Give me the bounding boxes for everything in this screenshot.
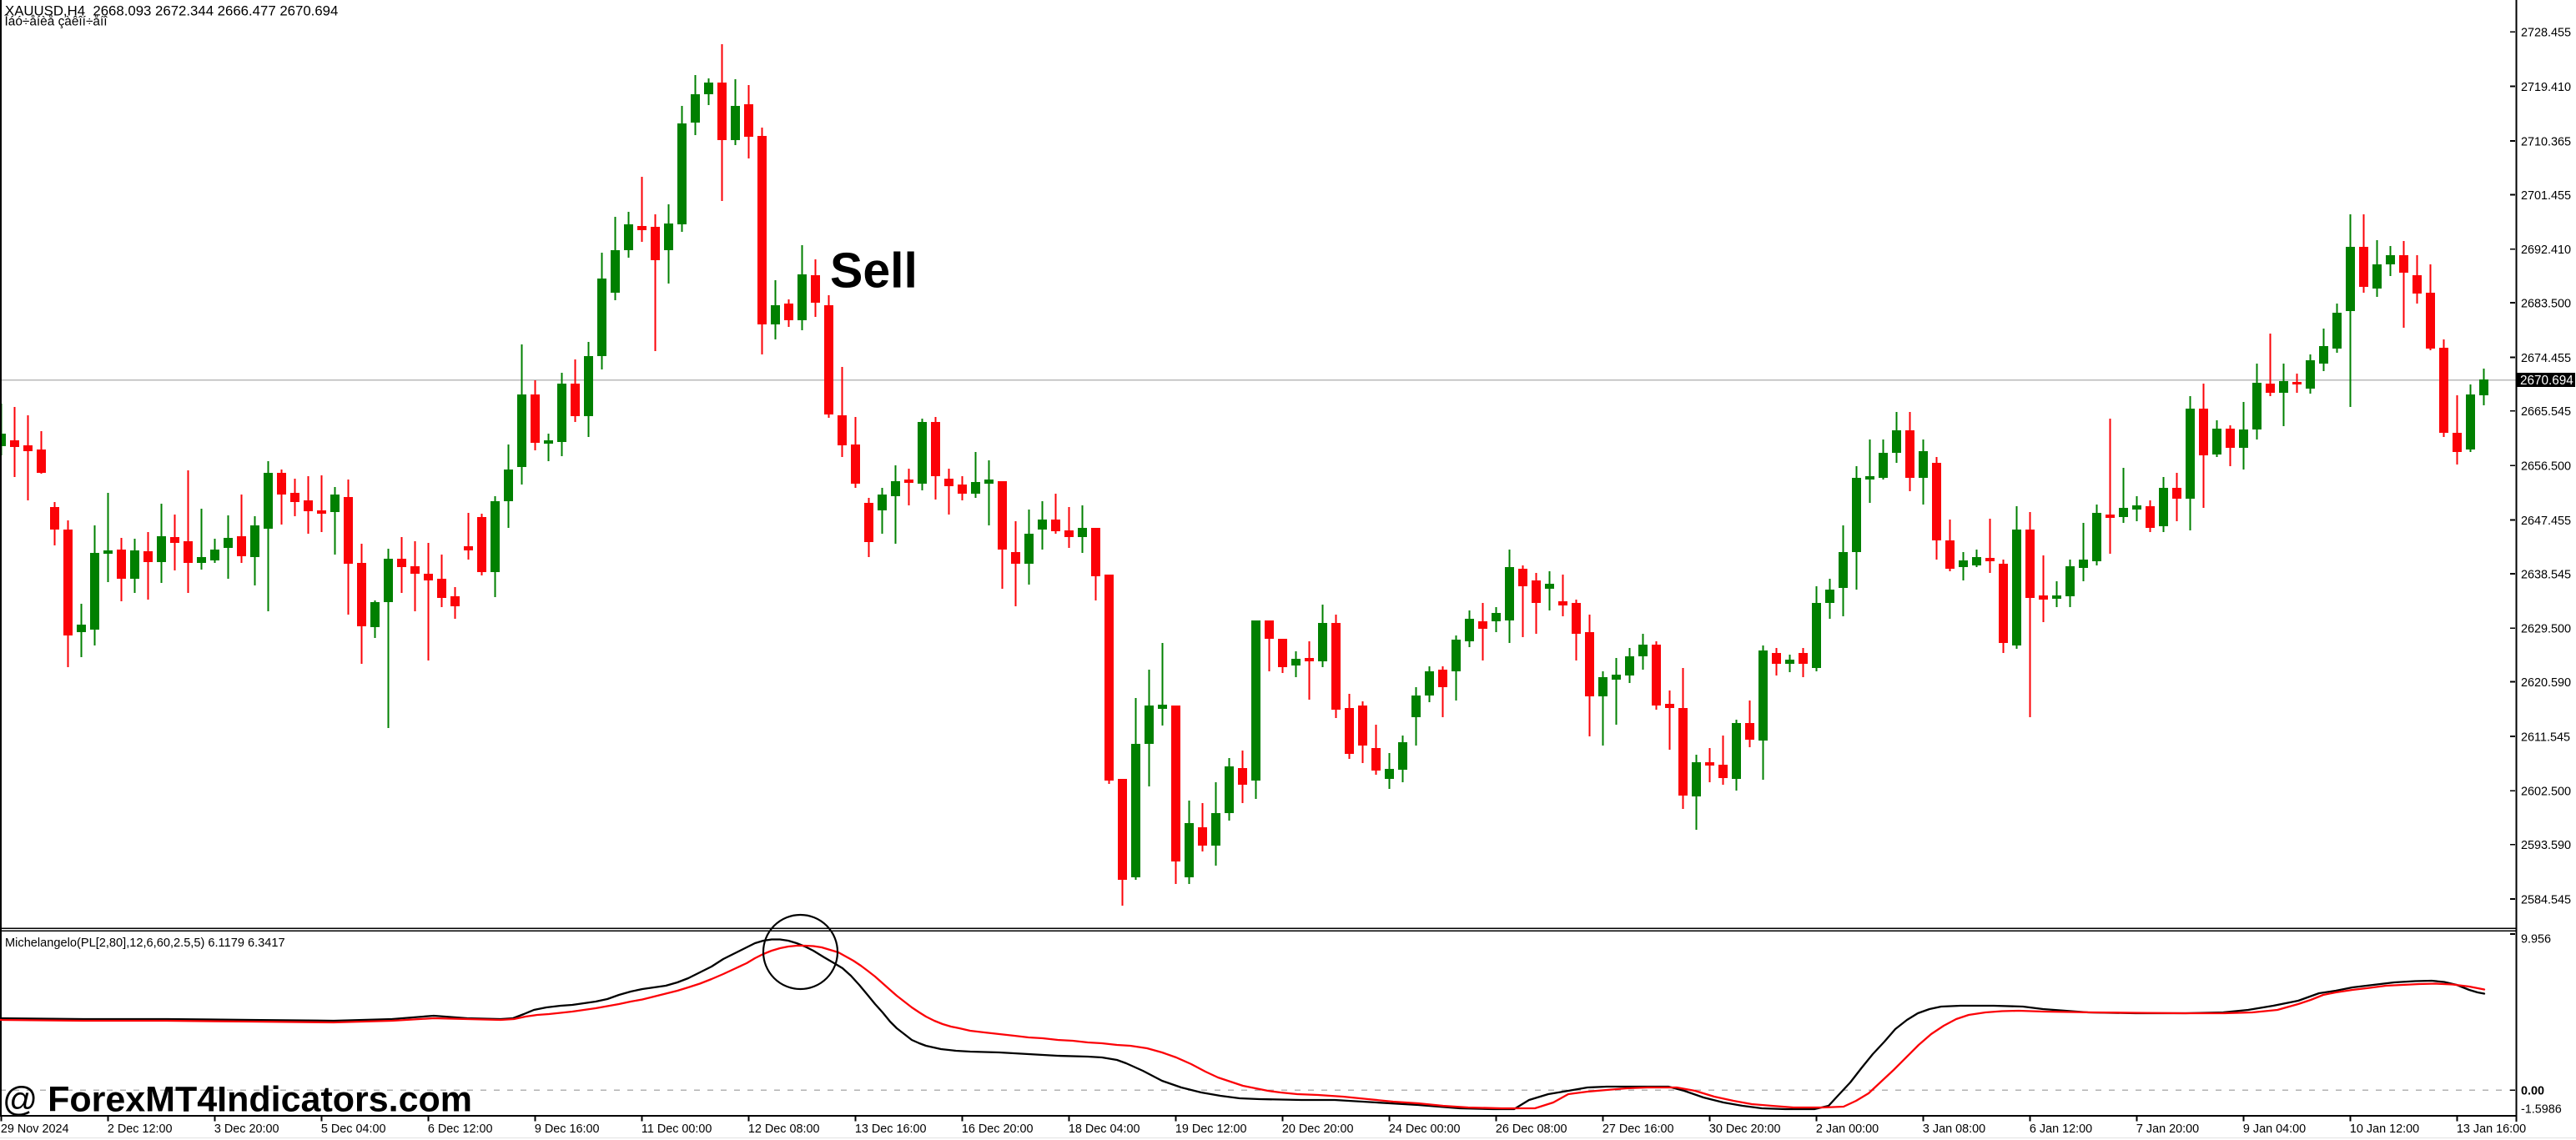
svg-text:18 Dec 04:00: 18 Dec 04:00: [1069, 1122, 1140, 1136]
svg-text:2719.410: 2719.410: [2521, 81, 2571, 94]
svg-text:16 Dec 20:00: 16 Dec 20:00: [962, 1122, 1034, 1136]
svg-text:2656.500: 2656.500: [2521, 460, 2571, 474]
svg-text:19 Dec 12:00: 19 Dec 12:00: [1175, 1122, 1247, 1136]
svg-text:Michelangelo(PL[2,80],12,6,60,: Michelangelo(PL[2,80],12,6,60,2.5,5) 6.1…: [5, 937, 285, 950]
svg-text:2 Dec 12:00: 2 Dec 12:00: [108, 1122, 173, 1136]
svg-text:2701.455: 2701.455: [2521, 189, 2571, 203]
svg-text:2611.545: 2611.545: [2521, 731, 2570, 744]
svg-text:2710.365: 2710.365: [2521, 135, 2571, 148]
svg-text:26 Dec 08:00: 26 Dec 08:00: [1496, 1122, 1567, 1136]
svg-text:2670.694: 2670.694: [2520, 374, 2573, 388]
svg-text:20 Dec 20:00: 20 Dec 20:00: [1282, 1122, 1354, 1136]
svg-text:29 Nov 2024: 29 Nov 2024: [1, 1122, 69, 1136]
svg-text:Sell: Sell: [830, 244, 918, 299]
svg-text:30 Dec 20:00: 30 Dec 20:00: [1709, 1122, 1781, 1136]
svg-text:13 Dec 16:00: 13 Dec 16:00: [855, 1122, 927, 1136]
svg-text:2593.590: 2593.590: [2521, 839, 2571, 852]
svg-text:10 Jan 12:00: 10 Jan 12:00: [2350, 1122, 2419, 1136]
svg-text:11 Dec 00:00: 11 Dec 00:00: [641, 1122, 712, 1136]
svg-text:9 Dec 16:00: 9 Dec 16:00: [535, 1122, 600, 1136]
svg-text:Îáó÷åíèå çàêîí÷åíî: Îáó÷åíèå çàêîí÷åíî: [4, 15, 108, 29]
svg-text:@ ForexMT4Indicators.com: @ ForexMT4Indicators.com: [3, 1080, 472, 1120]
svg-text:12 Dec 08:00: 12 Dec 08:00: [748, 1122, 820, 1136]
svg-text:2629.500: 2629.500: [2521, 623, 2571, 636]
svg-text:2692.410: 2692.410: [2521, 244, 2571, 257]
svg-text:2638.545: 2638.545: [2521, 568, 2571, 581]
svg-text:2620.590: 2620.590: [2521, 676, 2571, 690]
svg-text:2602.500: 2602.500: [2521, 786, 2571, 799]
svg-text:13 Jan 16:00: 13 Jan 16:00: [2457, 1122, 2526, 1136]
svg-text:9.956: 9.956: [2521, 933, 2551, 947]
svg-text:XAUUSD,H4 2668.093 2672.344 2: XAUUSD,H4 2668.093 2672.344 2666.477 267…: [5, 3, 338, 19]
svg-text:5 Dec 04:00: 5 Dec 04:00: [321, 1122, 386, 1136]
svg-text:7 Jan 20:00: 7 Jan 20:00: [2136, 1122, 2199, 1136]
svg-text:2665.545: 2665.545: [2521, 405, 2571, 419]
svg-text:2728.455: 2728.455: [2521, 27, 2571, 40]
svg-text:-1.5986: -1.5986: [2521, 1103, 2562, 1117]
svg-text:3 Dec 20:00: 3 Dec 20:00: [214, 1122, 279, 1136]
svg-text:2647.455: 2647.455: [2521, 515, 2571, 528]
svg-text:6 Jan 12:00: 6 Jan 12:00: [2030, 1122, 2092, 1136]
svg-text:6 Dec 12:00: 6 Dec 12:00: [428, 1122, 493, 1136]
svg-text:9 Jan 04:00: 9 Jan 04:00: [2243, 1122, 2306, 1136]
svg-text:2683.500: 2683.500: [2521, 298, 2571, 311]
svg-text:2584.545: 2584.545: [2521, 893, 2571, 906]
svg-text:27 Dec 16:00: 27 Dec 16:00: [1602, 1122, 1674, 1136]
svg-text:0.00: 0.00: [2521, 1085, 2544, 1098]
svg-text:2 Jan 00:00: 2 Jan 00:00: [1816, 1122, 1879, 1136]
svg-text:2674.455: 2674.455: [2521, 352, 2571, 365]
svg-text:24 Dec 00:00: 24 Dec 00:00: [1389, 1122, 1461, 1136]
svg-text:3 Jan 08:00: 3 Jan 08:00: [1923, 1122, 1985, 1136]
